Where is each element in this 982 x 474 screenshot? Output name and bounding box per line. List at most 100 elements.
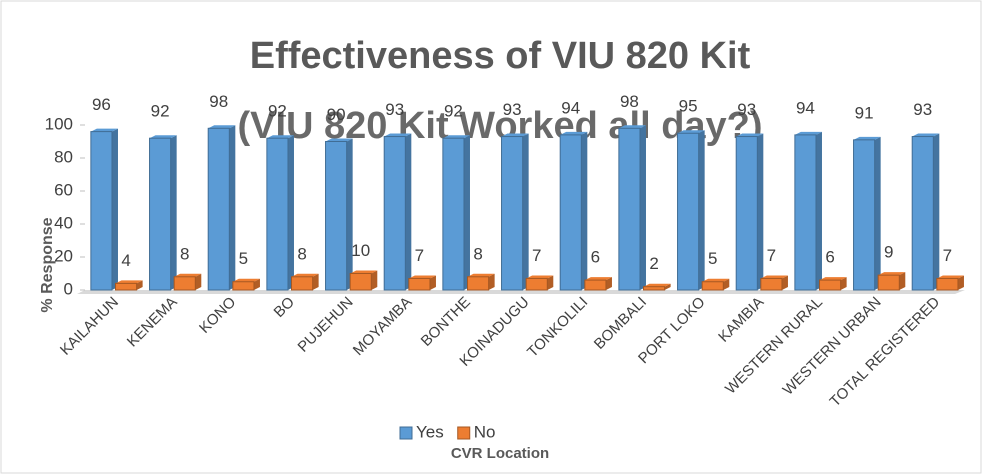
y-tick-label: 20 — [54, 246, 73, 265]
data-label: 93 — [737, 100, 756, 119]
data-label: 10 — [351, 241, 370, 260]
data-label: 8 — [180, 244, 189, 263]
legend-swatch — [399, 426, 413, 440]
bar-side — [547, 275, 554, 290]
y-tick-label: 80 — [54, 147, 73, 166]
data-label: 94 — [796, 98, 815, 117]
data-label: 91 — [855, 103, 874, 122]
bar-top — [408, 275, 436, 279]
bar — [559, 134, 582, 291]
bar-side — [723, 278, 730, 290]
bar-group — [232, 278, 260, 291]
bar — [794, 134, 817, 291]
data-label: 8 — [297, 244, 306, 263]
bar-group — [760, 275, 788, 291]
bar-group — [349, 270, 378, 291]
data-label: 8 — [473, 244, 482, 263]
bar — [760, 277, 783, 291]
bar — [735, 136, 758, 291]
bar-side — [429, 275, 436, 290]
floor — [77, 290, 965, 294]
bar-side — [933, 133, 940, 290]
bar-top — [208, 125, 236, 129]
data-label: 98 — [620, 92, 639, 111]
y-tick-label: 40 — [54, 213, 73, 232]
bar-top — [677, 130, 705, 134]
data-label: 5 — [239, 249, 248, 268]
bar — [149, 137, 172, 291]
bar-side — [605, 277, 612, 290]
bar — [911, 136, 934, 291]
bar-side — [815, 131, 822, 290]
bar-side — [581, 131, 588, 290]
chart-subtitle: (VIU 820 Kit Worked all day?) — [237, 105, 762, 147]
bar-top — [878, 272, 906, 276]
bar — [853, 139, 876, 291]
data-label: 93 — [913, 100, 932, 119]
data-label: 9 — [884, 243, 893, 262]
bar-side — [170, 135, 177, 290]
bar-group — [149, 135, 177, 291]
bar-side — [957, 275, 964, 290]
bar-group — [701, 278, 730, 291]
bar-group — [735, 133, 764, 291]
bar-side — [639, 125, 646, 290]
bar-group — [819, 277, 847, 291]
bar-group — [442, 135, 470, 291]
bar-side — [346, 138, 353, 290]
data-label: 92 — [444, 102, 463, 121]
bar-top — [291, 273, 319, 277]
bar-group — [115, 280, 143, 291]
y-tick-label: 100 — [45, 114, 73, 133]
data-label: 4 — [121, 251, 130, 270]
bar — [677, 132, 700, 291]
y-axis-label: % Response — [39, 217, 56, 312]
bar — [291, 276, 314, 291]
bar-group — [383, 133, 412, 291]
bar-top — [560, 131, 588, 135]
bar-top — [794, 131, 822, 135]
bar-group — [501, 133, 529, 291]
bar-side — [757, 133, 764, 290]
bar-side — [488, 273, 495, 290]
bar-top — [115, 280, 143, 284]
bar-top — [936, 275, 964, 279]
bar — [115, 282, 138, 291]
bar — [877, 274, 900, 291]
bar — [643, 286, 666, 291]
bar — [584, 279, 607, 291]
bar-top — [266, 135, 294, 139]
bar-top — [853, 136, 881, 140]
data-label: 7 — [532, 246, 541, 265]
bar-side — [253, 278, 260, 290]
bar-group — [643, 283, 671, 291]
bar-top — [643, 283, 671, 287]
bar — [501, 136, 524, 291]
bar-top — [702, 278, 730, 282]
legend-swatch — [457, 426, 471, 440]
data-label: 6 — [825, 248, 834, 267]
data-label: 6 — [591, 248, 600, 267]
bar-group — [291, 273, 319, 291]
bar-group — [584, 277, 612, 291]
bar — [232, 281, 255, 291]
bar-side — [405, 133, 412, 290]
bar-group — [266, 135, 294, 291]
data-label: 7 — [415, 246, 424, 265]
data-label: 92 — [268, 102, 287, 121]
bar — [173, 276, 196, 291]
bar-top — [501, 133, 529, 137]
bar — [819, 279, 842, 291]
x-axis-label: CVR Location — [451, 445, 549, 462]
bar — [618, 127, 641, 291]
bar-side — [840, 277, 847, 290]
bar-group — [467, 273, 495, 291]
bar-top — [618, 125, 646, 129]
bar-side — [136, 280, 143, 290]
bar-top — [384, 133, 412, 137]
bar-side — [111, 128, 118, 290]
bar — [207, 127, 230, 291]
bar-group — [618, 125, 646, 291]
bar-top — [526, 275, 554, 279]
